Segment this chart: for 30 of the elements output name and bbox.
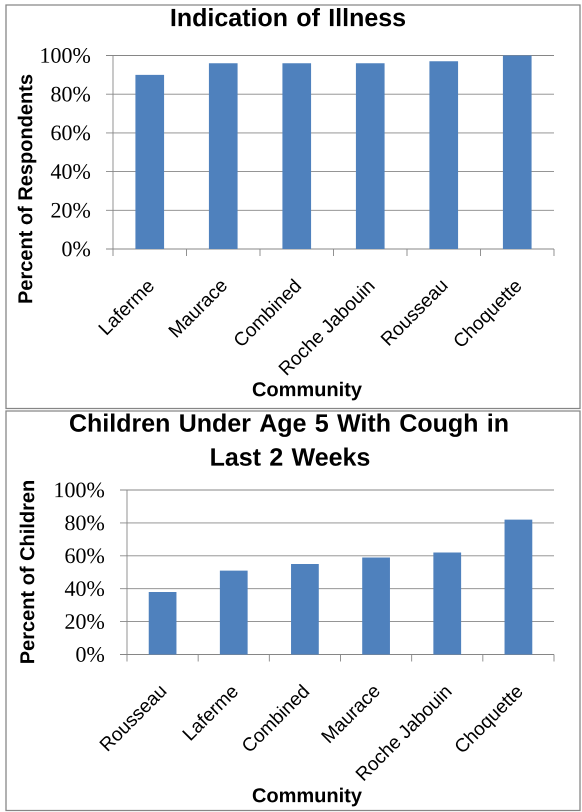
y-tick-label: 20%	[51, 202, 90, 218]
y-tick-label: 60%	[51, 125, 90, 140]
bar	[291, 564, 319, 654]
y-tick-label: 0%	[62, 242, 90, 256]
y-axis-title: Percent of Children	[20, 481, 34, 663]
bar	[429, 61, 458, 249]
bar	[504, 520, 532, 654]
bar	[220, 570, 248, 654]
chart-title: Children Under Age 5 With Cough in Last 2 Weeks	[70, 414, 508, 466]
y-tick-label: 100%	[41, 48, 90, 63]
x-axis-title: Community	[252, 788, 362, 806]
bar	[433, 552, 462, 654]
y-tick-label: 20%	[65, 614, 104, 630]
x-axis-title: Community	[252, 382, 362, 400]
y-axis-title: Percent of Respondents	[18, 74, 36, 303]
y-tick-label: 40%	[64, 581, 104, 596]
y-tick-label: 0%	[76, 647, 104, 662]
y-tick-label: 80%	[65, 515, 104, 530]
y-tick-label: 40%	[50, 164, 90, 180]
bar	[282, 63, 312, 249]
bar	[362, 557, 390, 654]
bar	[356, 63, 385, 249]
y-tick-label: 60%	[65, 548, 104, 564]
bar	[135, 74, 164, 249]
bar	[502, 55, 532, 249]
chart-title: Indication of Illness	[172, 8, 406, 26]
y-tick-label: 80%	[51, 86, 90, 102]
bar	[148, 592, 176, 654]
y-tick-label: 100%	[55, 482, 104, 498]
bar	[208, 63, 238, 249]
